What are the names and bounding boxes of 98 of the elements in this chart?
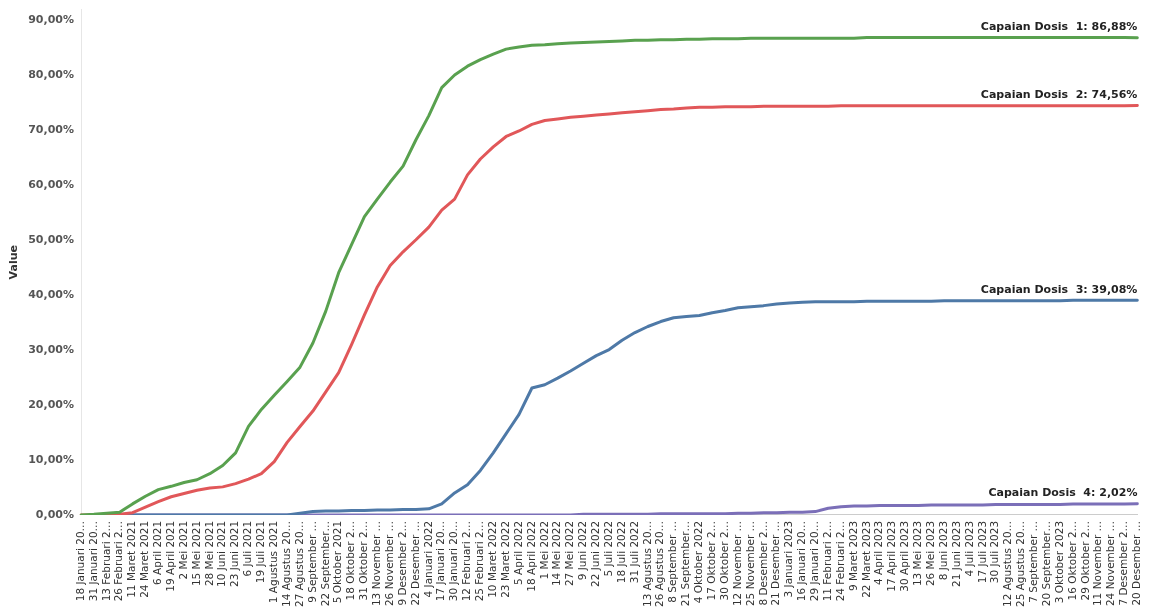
x-tick-label: 18 Juli 2022 (614, 520, 627, 584)
y-tick-label: 10,00% (28, 452, 75, 466)
x-tick-label: 18 Oktober 2… (344, 520, 357, 601)
annotation: Capaian Dosis 1: 86,88% (980, 20, 1138, 34)
x-tick-label: 23 Juni 2021 (228, 520, 241, 587)
x-tick-label: 4 Januari 2022 (421, 520, 434, 598)
x-tick-label: 5 April 2022 (511, 520, 524, 585)
x-tick-label: 9 Maret 2023 (846, 520, 859, 592)
x-tick-label: 19 April 2021 (163, 520, 176, 592)
x-tick-label: 31 Oktober 2… (357, 520, 370, 601)
x-tick-label: 1 Mei 2022 (537, 520, 550, 580)
x-tick-label: 13 Februari 2… (99, 520, 112, 602)
x-tick-label: 1 Agustus 2021 (266, 520, 279, 604)
x-tick-label: 13 November … (370, 520, 383, 607)
x-tick-label: 26 Mei 2023 (924, 520, 937, 587)
y-tick-label: 90,00% (28, 13, 75, 27)
x-tick-label: 31 Juli 2022 (627, 520, 640, 584)
x-tick-label: 23 Maret 2022 (498, 520, 511, 598)
x-tick-label: 28 Mei 2021 (202, 520, 215, 587)
x-tick-label: 30 Oktober 2… (717, 520, 730, 601)
x-tick-label: 26 Agustus 20… (653, 520, 666, 608)
annotation: Capaian Dosis 2: 74,56% (980, 87, 1138, 101)
y-axis-title: Value (7, 245, 21, 280)
x-tick-label: 29 Januari 20… (808, 520, 821, 602)
x-tick-label: 9 Juni 2022 (576, 520, 589, 581)
x-tick-label: 7 September … (1027, 520, 1040, 603)
x-tick-label: 11 November … (1091, 520, 1104, 607)
annotation: Capaian Dosis 3: 39,08% (980, 282, 1138, 296)
x-tick-label: 16 Oktober 2… (1065, 520, 1078, 601)
x-tick-label: 9 Desember 2… (395, 520, 408, 606)
x-tick-label: 17 April 2023 (885, 520, 898, 592)
x-tick-label: 30 Januari 20… (447, 520, 460, 602)
x-tick-label: 21 Juni 2023 (949, 520, 962, 587)
x-tick-label: 13 Mei 2023 (911, 520, 924, 587)
x-tick-label: 29 Oktober 2… (1078, 520, 1091, 601)
x-tick-label: 18 Januari 20… (73, 520, 86, 602)
x-tick-label: 31 Januari 20… (86, 520, 99, 602)
x-tick-label: 18 April 2022 (524, 520, 537, 592)
x-tick-label: 12 Februari 2… (460, 520, 473, 602)
x-tick-label: 7 Desember 2… (1117, 520, 1130, 606)
x-tick-label: 12 Agustus 20… (1001, 520, 1014, 608)
x-tick-label: 17 Oktober 2… (705, 520, 717, 601)
y-tick-label: 20,00% (28, 397, 75, 411)
x-tick-label: 24 Februari 2… (833, 520, 846, 602)
x-tick-label: 4 Oktober 2022 (692, 520, 705, 604)
x-tick-label: 22 September… (318, 520, 331, 607)
x-tick-label: 22 Maret 2023 (859, 520, 872, 598)
x-tick-label: 16 Januari 20… (795, 520, 808, 602)
x-tick-label: 21 Desember … (769, 520, 782, 606)
x-tick-label: 20 Desember … (1130, 520, 1143, 606)
x-tick-label: 8 Desember 2… (756, 520, 769, 606)
x-tick-label: 5 Oktober 2021 (331, 520, 344, 604)
x-tick-label: 27 Agustus 20… (292, 520, 305, 608)
x-tick-label: 20 September… (1039, 520, 1052, 607)
y-tick-label: 40,00% (28, 288, 75, 302)
x-tick-label: 6 April 2021 (151, 520, 164, 585)
x-tick-label: 25 November … (743, 520, 756, 607)
x-tick-label: 4 April 2023 (872, 520, 885, 585)
x-tick-label: 24 November … (1104, 520, 1117, 607)
x-tick-label: 14 Agustus 20… (279, 520, 292, 608)
x-tick-label: 8 September … (666, 520, 679, 603)
x-tick-label: 15 Mei 2021 (189, 520, 202, 587)
x-tick-label: 5 Juli 2022 (601, 520, 614, 577)
x-tick-label: 6 Juli 2021 (241, 520, 254, 577)
x-tick-label: 17 Juli 2023 (975, 520, 988, 584)
x-tick-label: 24 Maret 2021 (138, 520, 151, 598)
x-tick-label: 22 Desember … (408, 520, 421, 606)
x-tick-label: 27 Mei 2022 (563, 520, 576, 587)
x-tick-label: 21 September… (679, 520, 692, 607)
x-tick-label: 11 Februari 2… (820, 520, 833, 602)
x-tick-label: 17 Januari 20… (434, 520, 447, 602)
x-tick-label: 22 Juni 2022 (589, 520, 602, 587)
x-tick-label: 4 Juli 2023 (962, 520, 975, 577)
x-tick-label: 3 Oktober 2023 (1052, 520, 1065, 604)
x-tick-label: 10 Juni 2021 (215, 520, 228, 587)
x-tick-label: 30 April 2023 (898, 520, 911, 592)
x-tick-label: 8 Juni 2023 (936, 520, 949, 581)
x-tick-label: 2 Mei 2021 (176, 520, 189, 580)
x-tick-label: 10 Maret 2022 (486, 520, 498, 598)
x-tick-label: 19 Juli 2021 (254, 520, 267, 584)
x-tick-label: 13 Agustus 20… (640, 520, 653, 608)
x-tick-label: 12 November … (730, 520, 743, 607)
x-tick-label: 26 November … (382, 520, 395, 607)
x-tick-label: 3 Januari 2023 (782, 520, 795, 598)
y-tick-label: 0,00% (35, 507, 75, 521)
x-tick-label: 9 September … (305, 520, 318, 603)
annotation: Capaian Dosis 4: 2,02% (988, 486, 1138, 500)
y-tick-label: 30,00% (28, 342, 75, 356)
x-tick-label: 26 Februari 2… (112, 520, 125, 602)
x-tick-label: 14 Mei 2022 (550, 520, 563, 587)
y-tick-label: 80,00% (28, 68, 75, 82)
x-tick-label: 25 Agustus 20… (1014, 520, 1027, 608)
y-tick-label: 50,00% (28, 233, 75, 247)
x-tick-label: 11 Maret 2021 (125, 520, 138, 598)
y-tick-label: 70,00% (28, 123, 75, 137)
x-tick-label: 30 Juli 2023 (988, 520, 1001, 584)
x-tick-label: 25 Februari 2… (473, 520, 486, 602)
y-tick-label: 60,00% (28, 178, 75, 192)
